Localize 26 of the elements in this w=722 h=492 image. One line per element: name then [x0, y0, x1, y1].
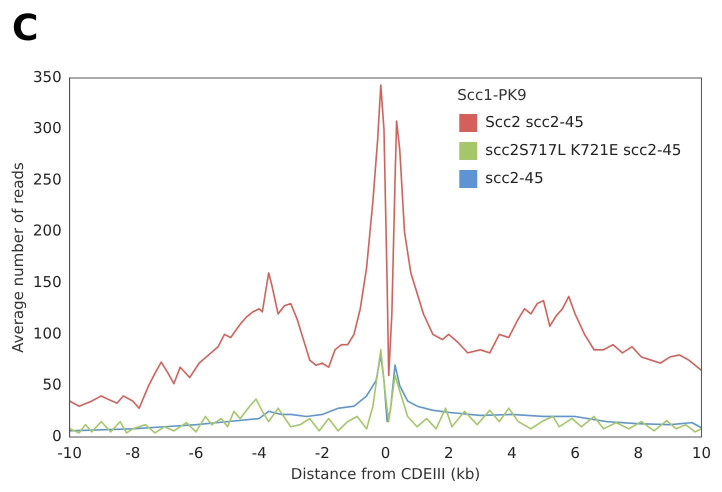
legend-label: scc2-45: [485, 168, 544, 187]
text: C: [12, 8, 38, 49]
legend-title: Scc1-PK9: [457, 86, 527, 104]
y-tick-label: 150: [32, 273, 62, 292]
y-tick-label: 350: [32, 68, 62, 86]
y-tick-label: 100: [32, 324, 62, 342]
x-tick-label: 0: [380, 444, 390, 462]
x-tick-label: -10: [57, 444, 82, 462]
x-tick-label: 8: [634, 444, 644, 462]
y-tick-label: 250: [32, 170, 62, 188]
y-tick-label: 200: [32, 222, 62, 240]
y-tick-label: 50: [42, 376, 62, 394]
x-tick-label: 2: [444, 444, 454, 462]
x-tick-label: 4: [507, 444, 517, 462]
x-tick-label: 6: [570, 444, 580, 462]
x-tick-label: -2: [314, 444, 330, 462]
x-axis-title: Distance from CDEIII (kb): [290, 464, 480, 483]
y-tick-label: 300: [32, 119, 62, 138]
x-tick-label: -4: [252, 444, 267, 462]
legend-label: scc2S717L K721E scc2-45: [485, 140, 682, 159]
x-tick-label: -6: [188, 444, 204, 462]
y-tick-label: 0: [52, 426, 62, 445]
y-axis-title: Average number of reads: [8, 162, 27, 353]
x-tick-label: 10: [692, 444, 712, 462]
legend-label: Scc2 scc2-45: [485, 112, 584, 131]
x-tick-label: -8: [125, 444, 140, 462]
